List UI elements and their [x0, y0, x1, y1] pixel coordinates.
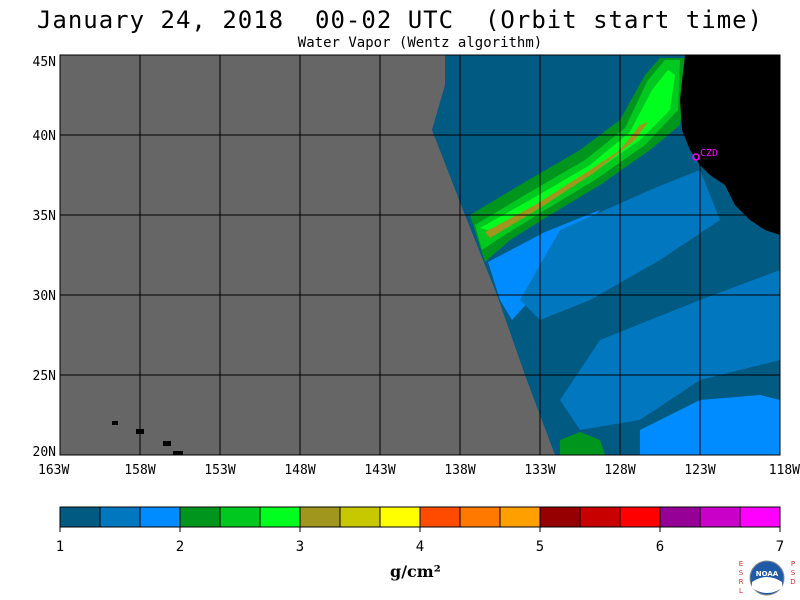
longitude-tick-label: 138W [444, 463, 475, 478]
hawaii-island-kauai [112, 421, 118, 425]
latitude-tick-label: 35N [33, 209, 56, 224]
latitude-tick-label: 40N [33, 129, 56, 144]
logo-letter: S [791, 569, 796, 577]
colorbar-swatch [259, 506, 301, 528]
colorbar-swatch [179, 506, 221, 528]
colorbar-swatch [219, 506, 261, 528]
logo-letter: L [739, 587, 743, 595]
colorbar-swatch [139, 506, 181, 528]
colorbar-swatch [419, 506, 461, 528]
longitude-tick-labels: 163W 158W 153W 148W 143W 138W 133W 128W 123W 118W [38, 463, 800, 478]
noaa-bird-icon [752, 577, 782, 593]
swath-blue-south [640, 395, 780, 455]
colorbar-tick-label: 5 [536, 539, 544, 555]
longitude-tick-label: 143W [364, 463, 395, 478]
latitude-tick-label: 30N [33, 289, 56, 304]
czd-station-marker [692, 153, 700, 161]
colorbar-swatch [699, 506, 741, 528]
longitude-tick-label: 128W [604, 463, 635, 478]
czd-station-label: CZD [700, 148, 718, 159]
colorbar-swatch [59, 506, 101, 528]
hawaii-island-maui [163, 441, 171, 446]
colorbar-units: g/cm² [390, 562, 441, 581]
logo-letter: R [739, 578, 744, 586]
colorbar-swatch [539, 506, 581, 528]
longitude-tick-label: 148W [284, 463, 315, 478]
longitude-tick-label: 118W [769, 463, 800, 478]
colorbar-tick-label: 6 [656, 539, 664, 555]
logo-letter: P [791, 560, 795, 568]
colorbar-swatch [459, 506, 501, 528]
colorbar-tick-label: 2 [176, 539, 184, 555]
colorbar-swatch [339, 506, 381, 528]
colorbar-swatch [739, 506, 781, 528]
swath-mid-blue-2 [560, 270, 780, 430]
map-plot-area: CZD [60, 55, 780, 455]
colorbar-swatch [619, 506, 661, 528]
latitude-tick-label: 20N [33, 445, 56, 460]
latitude-tick-labels: 45N 40N 35N 30N 25N 20N [33, 55, 56, 460]
latitude-tick-label: 45N [33, 55, 56, 70]
north-america-land [680, 55, 780, 235]
longitude-tick-label: 153W [204, 463, 235, 478]
logo-letter: S [739, 569, 744, 577]
southern-moisture-patch [560, 432, 605, 455]
colorbar-swatch [659, 506, 701, 528]
longitude-tick-label: 158W [124, 463, 155, 478]
map-frame [59, 54, 781, 456]
colorbar-tick-label: 4 [416, 539, 424, 555]
colorbar-tick-label: 1 [56, 539, 64, 555]
longitude-tick-label: 163W [38, 463, 69, 478]
colorbar-swatch [379, 506, 421, 528]
colorbar-tick-label: 3 [296, 539, 304, 555]
colorbar-swatch [499, 506, 541, 528]
map-subtitle: Water Vapor (Wentz algorithm) [297, 35, 543, 51]
longitude-tick-label: 123W [684, 463, 715, 478]
colorbar-swatch [99, 506, 141, 528]
hawaii-island-big [173, 451, 183, 455]
psd-letters: PSD [790, 560, 795, 586]
map-grid [60, 55, 780, 455]
colorbar-swatch [299, 506, 341, 528]
logo-letter: D [790, 578, 795, 586]
colorbar-swatch [579, 506, 621, 528]
map-title: January 24, 2018 00-02 UTC (Orbit start … [36, 6, 764, 34]
atmospheric-river-core [480, 70, 675, 232]
colorbar-tick-label: 7 [776, 539, 784, 555]
longitude-tick-label: 133W [524, 463, 555, 478]
atmospheric-river-peak [485, 122, 648, 238]
latitude-tick-label: 25N [33, 369, 56, 384]
colorbar [59, 506, 781, 528]
colorbar-labels: 1 2 3 4 5 6 7 [56, 527, 784, 555]
logo-letter: E [739, 560, 743, 568]
noaa-emblem-text: NOAA [756, 570, 779, 578]
